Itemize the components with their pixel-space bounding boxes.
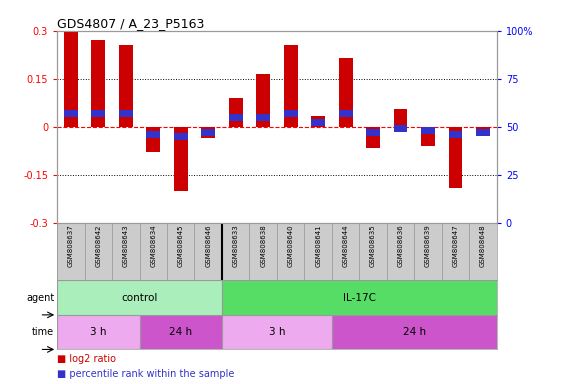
Bar (387, 223, 415, 280)
Bar (229, 98, 243, 127)
Text: GSM808644: GSM808644 (343, 224, 349, 267)
Bar (146, 127, 160, 152)
Text: GSM808640: GSM808640 (288, 224, 293, 267)
Text: GSM808633: GSM808633 (233, 224, 239, 267)
Bar (469, 223, 497, 280)
Text: GSM808634: GSM808634 (150, 224, 156, 267)
Bar (415, 223, 442, 280)
Text: agent: agent (26, 293, 54, 303)
Bar (394, 109, 408, 127)
Text: GSM808645: GSM808645 (178, 224, 184, 267)
Bar (119, 45, 132, 127)
Bar (139, 315, 222, 349)
Bar (256, 114, 270, 121)
Bar (202, 127, 215, 138)
Bar (304, 223, 332, 280)
Text: 24 h: 24 h (169, 327, 192, 337)
Bar (359, 223, 387, 280)
Text: GSM808647: GSM808647 (453, 224, 459, 267)
Bar (85, 223, 112, 280)
Bar (222, 280, 497, 315)
Bar (421, 127, 435, 146)
Bar (57, 280, 222, 315)
Text: GDS4807 / A_23_P5163: GDS4807 / A_23_P5163 (57, 17, 204, 30)
Text: ■ percentile rank within the sample: ■ percentile rank within the sample (57, 369, 235, 379)
Bar (112, 223, 139, 280)
Bar (167, 223, 195, 280)
Bar (366, 129, 380, 136)
Bar (366, 127, 380, 147)
Bar (449, 127, 463, 187)
Bar (449, 131, 463, 138)
Text: GSM808646: GSM808646 (205, 224, 211, 267)
Text: GSM808648: GSM808648 (480, 224, 486, 267)
Bar (284, 110, 297, 117)
Text: GSM808635: GSM808635 (370, 224, 376, 267)
Bar (64, 31, 78, 127)
Text: 3 h: 3 h (90, 327, 107, 337)
Bar (442, 223, 469, 280)
Bar (339, 110, 352, 117)
Text: ■ log2 ratio: ■ log2 ratio (57, 354, 116, 364)
Text: GSM808637: GSM808637 (68, 224, 74, 267)
Bar (311, 119, 325, 126)
Text: GSM808643: GSM808643 (123, 224, 129, 267)
Bar (229, 114, 243, 121)
Text: control: control (122, 293, 158, 303)
Text: IL-17C: IL-17C (343, 293, 376, 303)
Bar (284, 45, 297, 127)
Bar (277, 223, 304, 280)
Bar (57, 223, 85, 280)
Text: GSM808639: GSM808639 (425, 224, 431, 267)
Text: 3 h: 3 h (269, 327, 285, 337)
Bar (394, 125, 408, 132)
Bar (421, 127, 435, 134)
Bar (91, 110, 105, 117)
Text: GSM808642: GSM808642 (95, 224, 101, 267)
Bar (57, 315, 139, 349)
Bar (174, 133, 188, 140)
Text: GSM808636: GSM808636 (397, 224, 404, 267)
Bar (222, 223, 250, 280)
Bar (64, 110, 78, 117)
Bar (91, 40, 105, 127)
Bar (332, 223, 359, 280)
Bar (222, 315, 332, 349)
Bar (174, 127, 188, 191)
Text: GSM808638: GSM808638 (260, 224, 266, 267)
Bar (195, 223, 222, 280)
Bar (119, 110, 132, 117)
Bar (311, 116, 325, 127)
Bar (476, 129, 490, 136)
Bar (146, 131, 160, 138)
Bar (476, 127, 490, 136)
Bar (339, 58, 352, 127)
Text: 24 h: 24 h (403, 327, 426, 337)
Bar (256, 74, 270, 127)
Bar (250, 223, 277, 280)
Text: time: time (32, 327, 54, 337)
Text: GSM808641: GSM808641 (315, 224, 321, 267)
Bar (332, 315, 497, 349)
Bar (202, 129, 215, 136)
Bar (139, 223, 167, 280)
